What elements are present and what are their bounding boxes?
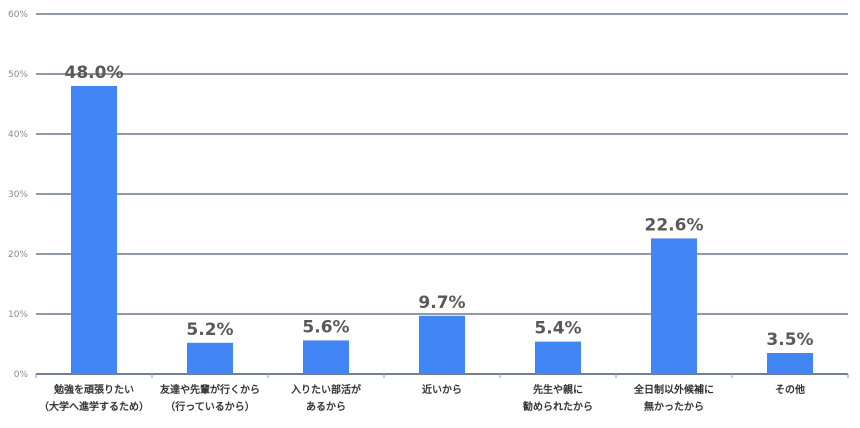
bar: [651, 238, 697, 374]
category-label: 全日制以外候補に: [633, 383, 714, 396]
bar: [71, 86, 117, 374]
y-tick-label: 10%: [8, 310, 28, 320]
category-label: あるから: [306, 400, 346, 413]
category-label: 入りたい部活が: [291, 383, 362, 396]
y-tick-label: 60%: [8, 10, 28, 20]
data-label: 22.6%: [645, 215, 704, 235]
category-label: 先生や親に: [533, 383, 583, 396]
category-label: その他: [775, 383, 805, 396]
bar: [187, 342, 233, 374]
y-tick-label: 0%: [14, 370, 29, 380]
category-label: 勉強を頑張りたい: [53, 383, 134, 396]
data-label: 5.4%: [534, 319, 581, 339]
y-axis-ticks: 0% 10% 20% 30% 40% 50% 60%: [8, 10, 28, 380]
category-label: 無かったから: [644, 400, 704, 413]
y-tick-label: 40%: [8, 130, 28, 140]
data-label: 5.6%: [302, 317, 349, 337]
bar: [535, 341, 581, 374]
category-label: （大学へ進学するため）: [39, 400, 149, 413]
y-tick-label: 20%: [8, 250, 28, 260]
category-label: 近いから: [422, 383, 462, 396]
bar: [419, 315, 465, 374]
data-label: 3.5%: [766, 330, 813, 350]
bars: [71, 86, 813, 374]
category-label: 勧められたから: [523, 400, 593, 413]
data-labels: 48.0% 5.2% 5.6% 9.7% 5.4% 22.6% 3.5%: [65, 63, 814, 350]
y-tick-label: 30%: [8, 190, 28, 200]
category-label: （行っているから）: [165, 400, 255, 413]
category-label: 友達や先輩が行くから: [160, 383, 260, 396]
y-tick-label: 50%: [8, 70, 28, 80]
gridlines: [35, 13, 849, 378]
bar: [303, 340, 349, 374]
data-label: 9.7%: [418, 293, 465, 313]
category-labels: 勉強を頑張りたい （大学へ進学するため） 友達や先輩が行くから （行っているから） 入り…: [39, 383, 805, 413]
data-label: 48.0%: [65, 63, 124, 83]
data-label: 5.2%: [186, 320, 233, 340]
bar: [767, 353, 813, 374]
